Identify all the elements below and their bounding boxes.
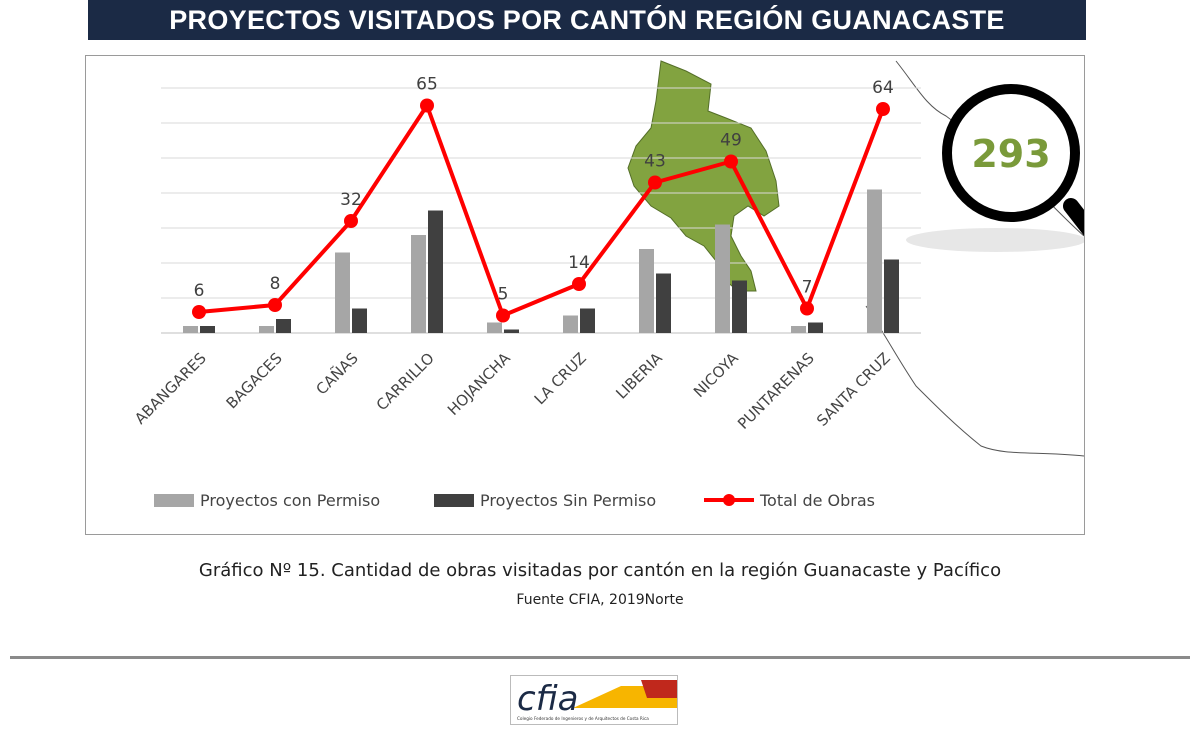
bar-con-permiso [791,326,806,333]
total-point [192,305,206,319]
total-data-label: 32 [340,190,362,210]
x-tick-label: ABANGARES [131,349,210,428]
bar-con-permiso [335,252,350,333]
bar-con-permiso [183,326,198,333]
bars [183,189,899,333]
legend-swatch-sin-permiso [434,494,474,507]
legend-marker-total [723,494,735,506]
bar-con-permiso [867,189,882,333]
total-point [800,301,814,316]
total-data-label: 49 [720,131,742,151]
figure-source: Fuente CFIA, 2019Norte [516,592,684,608]
total-data-label: 6 [194,281,205,301]
total-data-label: 8 [270,274,281,294]
total-point [496,308,510,323]
total-data-label: 14 [568,253,590,273]
legend-swatch-con-permiso [154,494,194,507]
bar-sin-permiso [884,259,899,333]
cfia-logo-subtitle: Colegio Federado de Ingenieros y de Arqu… [517,716,649,721]
total-point [876,102,890,116]
bar-sin-permiso [732,280,747,333]
total-point [420,98,434,113]
figure-caption: Gráfico Nº 15. Cantidad de obras visitad… [198,560,1002,581]
x-tick-label: LIBERIA [612,349,666,403]
cfia-logo: cfia Colegio Federado de Ingenieros y de… [510,675,678,725]
bar-sin-permiso [808,322,823,333]
bar-con-permiso [487,322,502,333]
total-series-line [198,103,885,318]
data-labels: 6 8 32 65 5 14 43 49 7 64 [194,75,894,305]
total-point [344,214,358,228]
total-data-label: 7 [802,278,813,298]
total-line [192,98,890,323]
bar-sin-permiso [276,319,291,333]
bar-sin-permiso [504,329,519,333]
bar-con-permiso [639,249,654,333]
bar-sin-permiso [656,273,671,333]
total-data-label: 65 [416,75,438,95]
bar-sin-permiso [428,210,443,333]
total-point [648,175,662,190]
legend-label-con-permiso: Proyectos con Permiso [200,491,380,510]
bar-sin-permiso [580,308,595,333]
magnifier-icon: 293 [906,84,1124,272]
bar-con-permiso [411,235,426,333]
bar-con-permiso [563,315,578,333]
bar-sin-permiso [352,308,367,333]
coastline-outline-south [865,305,1085,457]
legend-label-total: Total de Obras [759,491,875,510]
total-point [268,298,282,312]
total-data-label: 5 [498,285,509,305]
bar-sin-permiso [200,326,215,333]
x-tick-label: PUNTARENAS [734,349,818,433]
x-tick-label: BAGACES [223,349,286,412]
chart-title-banner: PROYECTOS VISITADOS POR CANTÓN REGIÓN GU… [88,0,1086,40]
chart-frame: 6 8 32 65 5 14 43 49 7 64 ABANGARES BAGACES CAÑAS CA… [85,55,1124,535]
x-tick-label: NICOYA [690,349,742,401]
total-data-label: 64 [872,78,894,98]
bar-con-permiso [259,326,274,333]
x-tick-label: CAÑAS [312,348,362,398]
x-tick-label: HOJANCHA [444,349,514,419]
x-tick-label: SANTA CRUZ [813,349,894,430]
guanacaste-map-shape [627,60,780,292]
total-point [572,277,586,291]
legend-label-sin-permiso: Proyectos Sin Permiso [480,491,656,510]
bar-con-permiso [715,224,730,333]
x-tick-label: CARRILLO [373,349,438,414]
total-data-label: 43 [644,152,666,172]
x-tick-label: LA CRUZ [531,349,590,408]
chart-svg: 6 8 32 65 5 14 43 49 7 64 ABANGARES BAGACES CAÑAS CA… [131,60,1124,510]
magnifier-value: 293 [971,132,1050,176]
x-tick-labels: ABANGARES BAGACES CAÑAS CARRILLO HOJANCHA LA … [131,348,894,432]
footer-divider [10,656,1190,659]
total-point [724,154,738,169]
legend: Proyectos con Permiso Proyectos Sin Perm… [154,491,875,510]
cfia-logo-text: cfia [517,679,579,719]
